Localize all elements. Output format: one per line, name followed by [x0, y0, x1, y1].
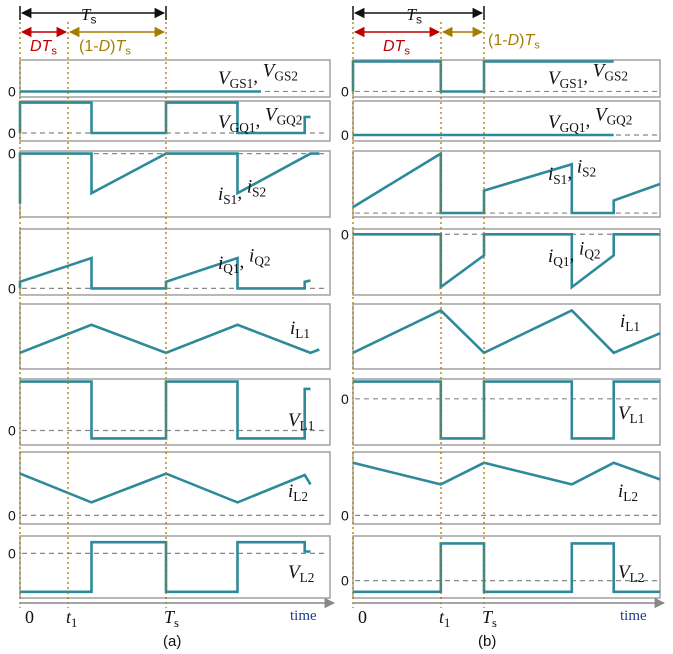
zero-label: 0	[341, 226, 349, 242]
signal-label: VL2	[618, 562, 644, 585]
off-time-arrow: (1-D)Ts	[441, 26, 540, 51]
off-time-label: (1-D)Ts	[488, 32, 540, 51]
panel-6: 0 VL1	[341, 378, 661, 446]
signal-label: iS1, iS2	[218, 177, 266, 207]
signal-label: iL2	[618, 481, 638, 504]
zero-label: 0	[8, 146, 16, 162]
panel-3: 0 iS1, iS2	[8, 146, 331, 218]
panel-frame	[352, 303, 661, 370]
signal-label: VL2	[288, 562, 314, 585]
signal-label: VL1	[288, 410, 314, 433]
waveform-trace	[20, 540, 311, 594]
panel-frame	[19, 451, 331, 525]
panel-frame	[19, 378, 331, 446]
panel-frame	[352, 228, 661, 296]
panel-4: 0 iQ1, iQ2	[341, 226, 661, 296]
signal-label: VGS1, VGS2	[548, 61, 628, 91]
panel-frame	[352, 150, 661, 218]
column-a: Ts DTs (1-D)Ts 0 VGS1, VGS2 0 VGQ1, VGQ2 0 iS1, …	[8, 5, 336, 650]
signal-label: VL1	[618, 403, 644, 426]
t1-label: t1	[66, 607, 77, 630]
panel-1: 0 VGS1, VGS2	[341, 59, 661, 99]
panel-8: 0 VL2	[341, 535, 661, 599]
zero-label: 0	[8, 507, 16, 523]
panel-5: iL1	[352, 303, 661, 370]
waveform-trace	[19, 323, 320, 355]
period-label: Ts	[81, 5, 96, 27]
panel-6: 0 VL1	[8, 378, 331, 446]
zero-label: 0	[341, 573, 349, 589]
duty-arrow: DTs	[353, 26, 441, 57]
panel-frame	[19, 303, 331, 370]
signal-label: VGQ1, VGQ2	[218, 105, 302, 135]
signal-label: iQ1, iQ2	[548, 239, 601, 269]
time-label: time	[620, 608, 647, 624]
panel-5: iL1	[19, 303, 331, 370]
waveform-trace	[19, 472, 312, 504]
t1-label: t1	[439, 607, 450, 630]
panel-frame	[19, 150, 331, 218]
origin-label: 0	[25, 607, 34, 627]
off-time-arrow: (1-D)Ts	[68, 26, 166, 57]
ts-label: Ts	[164, 607, 179, 630]
zero-label: 0	[341, 83, 349, 99]
panel-frame	[19, 100, 331, 142]
zero-label: 0	[8, 125, 16, 141]
signal-label: iL1	[290, 318, 310, 341]
off-time-label: (1-D)Ts	[79, 38, 131, 57]
signal-label: iS1, iS2	[548, 157, 596, 187]
panel-1: 0 VGS1, VGS2	[8, 59, 331, 99]
zero-label: 0	[8, 545, 16, 561]
panel-7: 0 iL2	[341, 451, 661, 525]
panel-frame	[19, 535, 331, 599]
waveform-trace	[353, 233, 660, 290]
signal-label: iL1	[620, 311, 640, 334]
panel-8: 0 VL2	[8, 535, 331, 599]
waveform-trace	[352, 461, 661, 486]
waveform-trace	[20, 380, 311, 440]
panel-frame	[352, 378, 661, 446]
period-arrow: Ts	[19, 5, 167, 27]
period-label: Ts	[407, 5, 422, 27]
panel-4: 0 iQ1, iQ2	[8, 228, 331, 296]
ts-label: Ts	[482, 607, 497, 630]
signal-label: iL2	[288, 481, 308, 504]
origin-label: 0	[358, 607, 367, 627]
zero-label: 0	[8, 280, 16, 296]
duty-label: DTs	[30, 38, 57, 57]
duty-label: DTs	[383, 38, 410, 57]
caption: (b)	[478, 633, 496, 650]
zero-label: 0	[341, 391, 349, 407]
signal-label: VGS1, VGS2	[218, 61, 298, 91]
panel-frame	[19, 228, 331, 296]
waveform-trace	[18, 256, 311, 290]
waveform-trace	[351, 60, 614, 93]
panel-2: 0 VGQ1, VGQ2	[341, 100, 661, 143]
zero-label: 0	[341, 127, 349, 143]
zero-label: 0	[8, 83, 16, 99]
waveform-trace	[352, 308, 661, 355]
panel-3: iS1, iS2	[352, 150, 661, 218]
time-label: time	[290, 608, 317, 624]
signal-label: iQ1, iQ2	[218, 246, 271, 276]
period-arrow: Ts	[352, 5, 485, 27]
zero-label: 0	[8, 422, 16, 438]
waveform-trace	[353, 380, 660, 440]
signal-label: VGQ1, VGQ2	[548, 105, 632, 135]
zero-label: 0	[341, 507, 349, 523]
caption: (a)	[163, 633, 181, 650]
duty-arrow: DTs	[20, 26, 68, 57]
column-b: Ts DTs (1-D)Ts 0 VGS1, VGS2 0 VGQ1, VGQ2 iS1, i…	[341, 5, 666, 650]
panel-2: 0 VGQ1, VGQ2	[8, 100, 331, 142]
panel-7: 0 iL2	[8, 451, 331, 525]
